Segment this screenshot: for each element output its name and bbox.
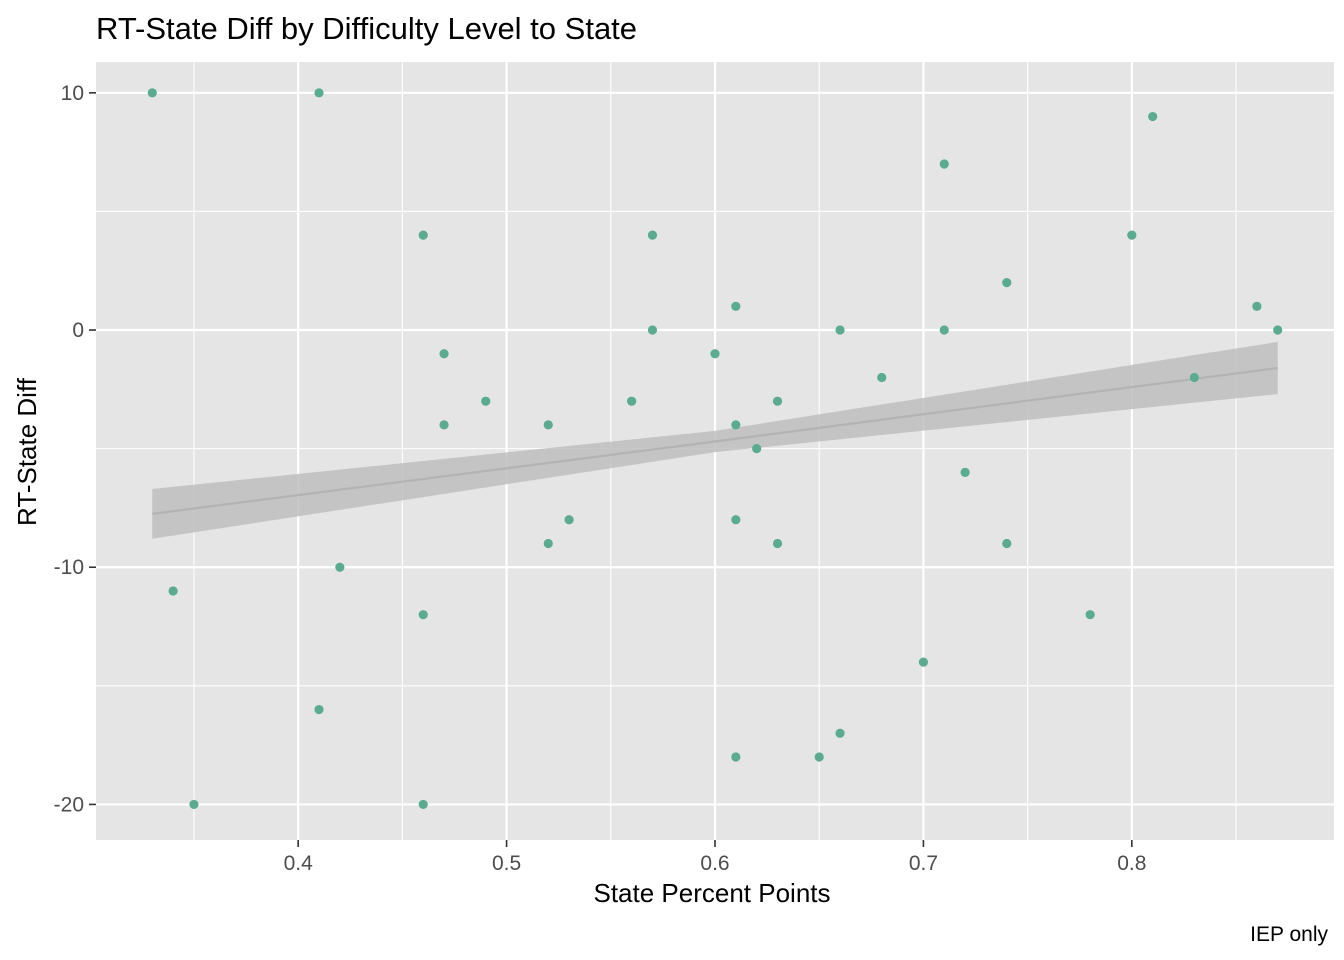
data-point [731, 515, 741, 525]
data-point [543, 420, 553, 430]
data-point [731, 752, 741, 762]
data-point [772, 538, 783, 549]
data-point [1127, 230, 1137, 240]
data-point [189, 799, 199, 810]
data-point [939, 325, 949, 335]
x-tick-label: 0.5 [492, 852, 521, 875]
data-point [627, 396, 637, 406]
x-tick-label: 0.8 [1117, 852, 1146, 875]
y-tick-label: 10 [61, 82, 84, 105]
y-tick-label: -20 [54, 793, 84, 816]
x-tick-label: 0.6 [700, 852, 729, 875]
data-point [647, 230, 658, 240]
confidence-ribbon [152, 341, 1278, 539]
x-tick-label: 0.7 [909, 852, 938, 875]
data-point [314, 88, 324, 98]
x-axis-title: State Percent Points [593, 878, 830, 908]
y-tick-label: -10 [54, 556, 84, 579]
data-points [147, 88, 1283, 810]
data-point [418, 230, 428, 240]
data-point [918, 657, 929, 667]
confidence-band [152, 341, 1278, 539]
data-point [1273, 325, 1283, 335]
caption: IEP only [1250, 923, 1328, 946]
x-axis-ticks: 0.4 0.5 0.6 0.7 0.8 [284, 840, 1146, 875]
data-point [1148, 111, 1158, 122]
data-point [168, 586, 178, 596]
data-point [439, 420, 449, 430]
data-point [1002, 277, 1012, 288]
trend-line [152, 366, 1278, 515]
data-point [710, 349, 720, 359]
data-point [877, 372, 887, 383]
data-point [731, 420, 741, 430]
data-point [1252, 301, 1262, 311]
data-point [1002, 538, 1012, 549]
data-point [1189, 372, 1199, 383]
x-tick-label: 0.4 [284, 852, 314, 875]
data-point [939, 159, 949, 169]
y-tick-label: 0 [72, 319, 84, 342]
data-point [835, 728, 845, 738]
data-point [314, 704, 324, 715]
data-point [814, 752, 824, 762]
y-axis-title: RT-State Diff [12, 377, 42, 526]
data-point [731, 301, 741, 311]
data-point [481, 396, 491, 406]
y-axis-ticks: -20 -10 0 10 [54, 82, 96, 816]
data-point [564, 515, 574, 525]
data-point [647, 325, 658, 335]
data-point [835, 325, 845, 335]
data-point [772, 396, 783, 406]
data-point [543, 538, 553, 549]
data-point [439, 349, 449, 359]
data-point [147, 88, 157, 98]
data-point [418, 610, 428, 620]
major-gridlines [96, 62, 1334, 840]
chart-title: RT-State Diff by Difficulty Level to Sta… [96, 11, 637, 46]
data-point [752, 444, 762, 454]
data-point [960, 467, 970, 477]
data-point [1085, 610, 1095, 620]
trend-line-layer [152, 366, 1278, 515]
data-point [418, 799, 428, 810]
data-point [335, 562, 345, 572]
